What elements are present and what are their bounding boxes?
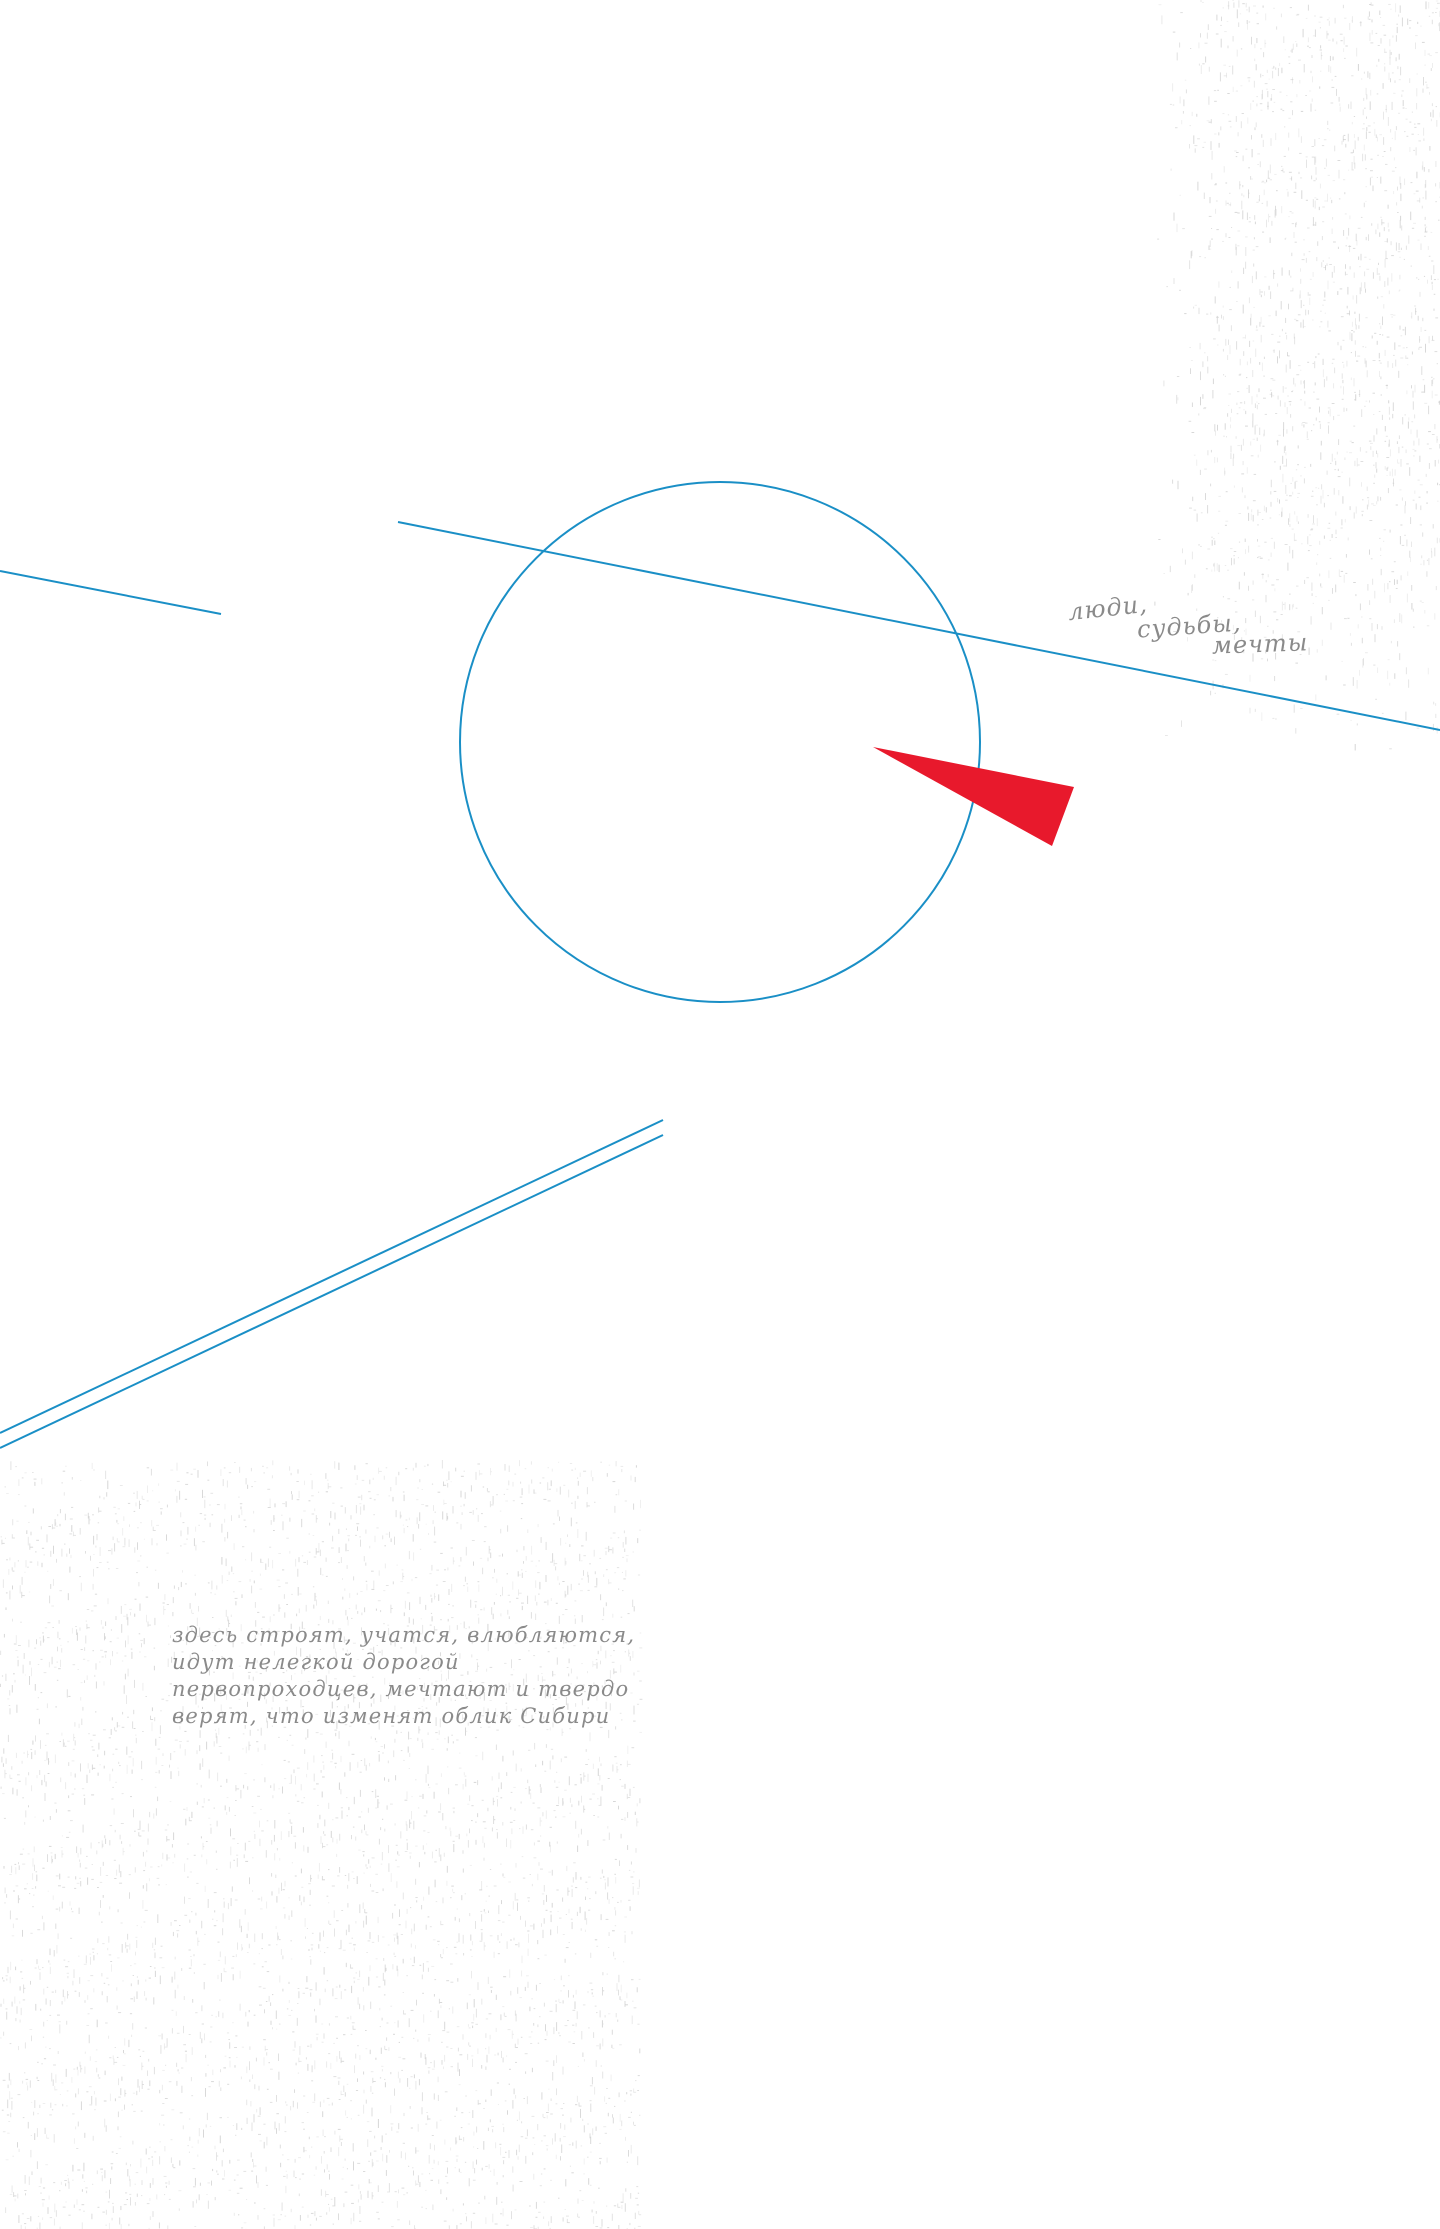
red-wedge	[873, 747, 1074, 846]
long-line-through-circle	[397, 521, 1440, 731]
caption-line-4: верят, что изменят облик Сибири	[172, 1704, 611, 1728]
caption-text-block: здесь строят, учатся, влюбляются, идут н…	[172, 1622, 636, 1730]
caption-line-2: идут нелегкой дорогой	[172, 1650, 460, 1674]
double-line-upper	[0, 1119, 664, 1434]
grunge-texture-bottom-left	[0, 1460, 643, 2229]
caption-line-1: здесь строят, учатся, влюбляются,	[172, 1623, 636, 1647]
caption-line-3: первопроходцев, мечтают и твердо	[172, 1677, 630, 1701]
short-line-left	[0, 570, 222, 615]
grunge-texture-top-right	[1154, 0, 1440, 751]
blue-circle	[459, 481, 981, 1003]
double-line-lower	[0, 1134, 664, 1449]
phrase-word-dreams: мечты	[1211, 628, 1309, 660]
